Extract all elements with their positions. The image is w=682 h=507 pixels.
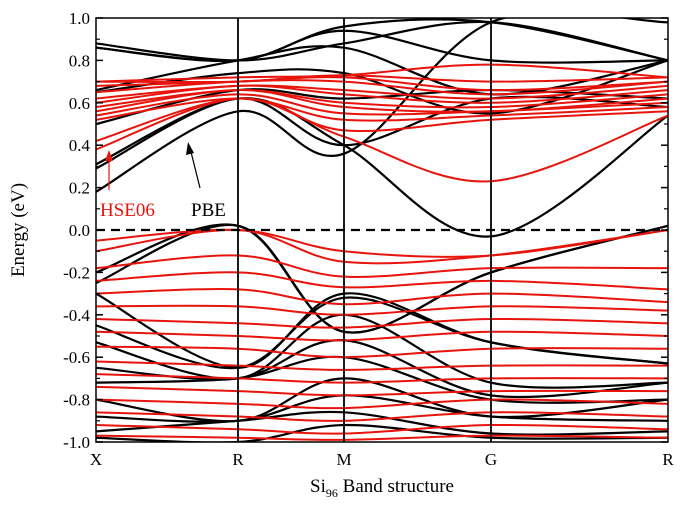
y-tick-label: -0.6	[63, 348, 90, 367]
hse06-band-13	[96, 228, 668, 265]
hse06-band-2	[96, 97, 668, 122]
y-tick-label: -0.8	[63, 391, 90, 410]
y-tick-label: 0.8	[69, 51, 90, 70]
pbe-label: PBE	[191, 200, 226, 221]
y-tick-label: 0.0	[69, 221, 90, 240]
x-axis-title-suffix: Band structure	[338, 476, 454, 497]
hse06-band-18	[96, 317, 668, 329]
hse06-band-26	[96, 423, 668, 435]
hse06-band-19	[96, 330, 668, 342]
hse06-band-14	[96, 254, 668, 278]
x-tick-label: M	[336, 450, 351, 469]
hse06-band-5	[96, 89, 668, 109]
hse06-band-21	[96, 360, 668, 371]
pbe-band-7	[96, 20, 668, 62]
hse06-band-20	[96, 345, 668, 359]
pbe-band-18	[96, 410, 668, 436]
x-tick-label: G	[485, 450, 497, 469]
y-axis: -1.0 -0.8 -0.6 -0.4 -0.2 0.0 0.2 0.4 0.6 0.8 1.0	[63, 9, 668, 452]
pbe-band-10	[96, 223, 668, 334]
pbe-band-0	[96, 18, 668, 193]
y-tick-label: 0.2	[69, 179, 90, 198]
x-axis-title-main: Si	[310, 476, 326, 497]
pbe-band-9	[96, 223, 668, 334]
y-axis-title: Energy (eV)	[8, 183, 29, 277]
pbe-arrowhead	[186, 142, 194, 155]
hse06-band-22	[96, 373, 668, 384]
x-tick-label: X	[90, 450, 102, 469]
hse06-band-23	[96, 385, 668, 397]
x-tick-label: R	[662, 450, 674, 469]
hse06-arrowhead	[105, 150, 113, 161]
pbe-band-8	[96, 29, 668, 64]
hse06-band-25	[96, 411, 668, 422]
hse06-band-11	[96, 63, 668, 83]
annotations: HSE06 PBE	[100, 142, 226, 221]
pbe-arrow	[190, 151, 201, 189]
y-tick-label: -1.0	[63, 433, 90, 452]
y-tick-label: 0.6	[69, 94, 90, 113]
pbe-band-19	[96, 423, 668, 442]
hse06-band-8	[96, 79, 668, 96]
x-axis-title-subscript: 96	[326, 486, 338, 500]
hse06-band-0	[96, 97, 668, 183]
hse06-band-27	[96, 434, 668, 441]
pbe-band-15	[96, 355, 668, 404]
bands-layer	[96, 18, 668, 442]
hse06-band-16	[96, 288, 668, 306]
pbe-band-1	[96, 97, 668, 238]
y-tick-label: 0.4	[69, 136, 91, 155]
x-tick-label: R	[232, 450, 244, 469]
pbe-band-5	[96, 45, 668, 96]
hse06-band-15	[96, 271, 668, 291]
y-tick-label: -0.2	[63, 263, 90, 282]
x-axis-title: Si96 Band structure	[310, 476, 454, 500]
hse06-band-7	[96, 84, 668, 100]
hse06-label: HSE06	[100, 200, 155, 221]
y-tick-label: 1.0	[69, 9, 90, 28]
y-tick-label: -0.4	[63, 306, 90, 325]
hse06-band-3	[96, 93, 668, 117]
hse06-band-24	[96, 398, 668, 410]
hse06-band-17	[96, 304, 668, 316]
